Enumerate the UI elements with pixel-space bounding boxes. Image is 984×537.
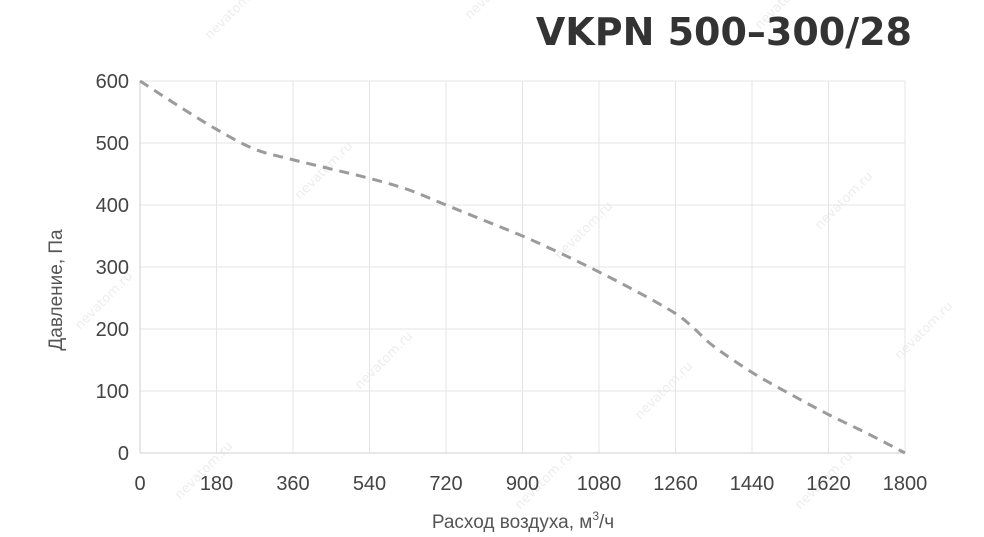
- x-tick-label: 1620: [806, 473, 851, 495]
- x-tick-label: 1260: [653, 473, 698, 495]
- y-tick-label: 500: [96, 133, 129, 155]
- watermark-text: nevatom.ru: [892, 299, 956, 363]
- grid: [140, 80, 906, 453]
- x-axis-label-text: Расход воздуха, м: [432, 512, 593, 533]
- x-tick-label: 1440: [730, 473, 775, 495]
- y-tick-label: 600: [96, 71, 129, 93]
- axes: [139, 81, 905, 454]
- x-tick-label: 360: [276, 473, 309, 495]
- x-axis-label-suffix: /ч: [599, 512, 614, 533]
- y-tick-label: 300: [96, 257, 129, 279]
- watermark-text: nevatom.ru: [552, 199, 616, 263]
- y-tick-label: 200: [96, 319, 129, 341]
- x-axis-label-superscript: 3: [592, 509, 599, 523]
- x-tick-label: 900: [506, 473, 539, 495]
- chart-title: VKPN 500–300/28: [536, 10, 912, 54]
- x-axis-label: Расход воздуха, м3/ч: [432, 509, 614, 533]
- x-tick-label: 540: [353, 473, 386, 495]
- y-tick-label: 400: [96, 195, 129, 217]
- y-tick-labels: 0 100 200 300 400 500 600: [96, 71, 129, 465]
- x-tick-label: 1080: [577, 473, 622, 495]
- x-tick-label: 0: [134, 473, 145, 495]
- x-tick-label: 720: [429, 473, 462, 495]
- series-line: [139, 79, 906, 455]
- watermark-text: nevatom.ru: [292, 139, 356, 203]
- y-tick-label: 100: [96, 381, 129, 403]
- watermark-layer: nevatom.ru nevatom.ru nevatom.ru nevatom.ru…: [72, 0, 956, 513]
- x-tick-label: 180: [200, 473, 233, 495]
- watermark-text: nevatom.ru: [352, 329, 416, 393]
- y-tick-label: 0: [118, 443, 129, 465]
- watermark-text: nevatom.ru: [812, 169, 876, 233]
- y-axis-label: Давление, Па: [46, 229, 67, 351]
- x-tick-label: 1800: [883, 473, 928, 495]
- y-axis-label-text: Давление, Па: [46, 229, 67, 351]
- watermark-text: nevatom.ru: [202, 0, 266, 43]
- watermark-text: nevatom.ru: [462, 0, 526, 23]
- x-tick-labels: 0 180 360 540 720 900 1080 1260 1440 1620 1800: [134, 473, 927, 495]
